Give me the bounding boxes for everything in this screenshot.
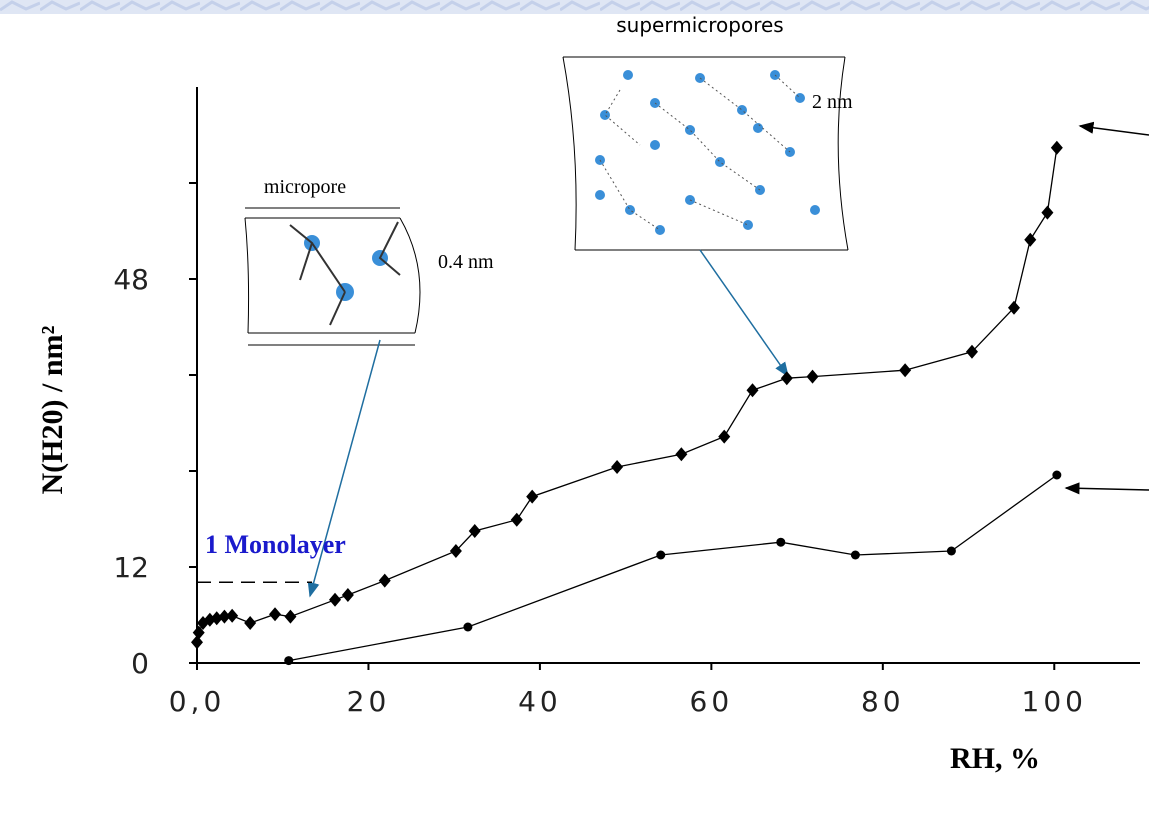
- point: [511, 513, 523, 527]
- point: [526, 490, 538, 504]
- point: [284, 610, 296, 624]
- point: [776, 538, 785, 547]
- point: [1024, 233, 1036, 247]
- point: [463, 623, 472, 632]
- x-tick-label: 0,0: [169, 685, 226, 718]
- micropore-inset: micropore 0.4 nm: [245, 176, 494, 345]
- point: [284, 656, 293, 665]
- point: [807, 370, 819, 384]
- top-strip: [0, 0, 1149, 14]
- point: [899, 363, 911, 377]
- monolayer-label: 1 Monolayer: [205, 530, 346, 559]
- point: [269, 607, 281, 621]
- y-tick-label: 12: [113, 551, 149, 584]
- point: [226, 609, 238, 623]
- point: [718, 430, 730, 444]
- inset-title: supermicropores: [616, 13, 783, 37]
- point: [851, 551, 860, 560]
- x-tick-label: 100: [1022, 685, 1087, 718]
- x-axis-label: RH, %: [950, 742, 1040, 775]
- inset-label: 0.4 nm: [438, 251, 494, 273]
- point: [1052, 471, 1061, 480]
- point: [1041, 206, 1053, 220]
- y-tick-label: 48: [113, 263, 149, 296]
- supermicropore-inset: supermicropores 2 nm: [563, 13, 853, 250]
- pointer-arrow: [700, 250, 788, 376]
- point: [611, 460, 623, 474]
- point: [379, 574, 391, 588]
- x-tick-label: 40: [518, 685, 562, 718]
- inset-label: 2 nm: [812, 91, 853, 113]
- x-tick-label: 80: [861, 685, 905, 718]
- point: [1051, 141, 1063, 155]
- point: [947, 547, 956, 556]
- point: [781, 371, 793, 385]
- x-tick-label: 20: [347, 685, 391, 718]
- point: [747, 383, 759, 397]
- y-tick-label: 0: [131, 647, 149, 680]
- point: [244, 616, 256, 630]
- point: [656, 551, 665, 560]
- pointer-arrow: [1080, 126, 1149, 135]
- point: [675, 447, 687, 461]
- chart: micropore 0.4 nm supermicropores 2 nm N(…: [0, 0, 1149, 821]
- series-line: [289, 475, 1057, 661]
- point: [329, 593, 341, 607]
- inset-title: micropore: [264, 176, 346, 198]
- pointer-arrow: [1066, 488, 1149, 490]
- y-axis-label: N(H20) / nm²: [36, 326, 69, 495]
- x-tick-label: 60: [690, 685, 734, 718]
- point: [342, 588, 354, 602]
